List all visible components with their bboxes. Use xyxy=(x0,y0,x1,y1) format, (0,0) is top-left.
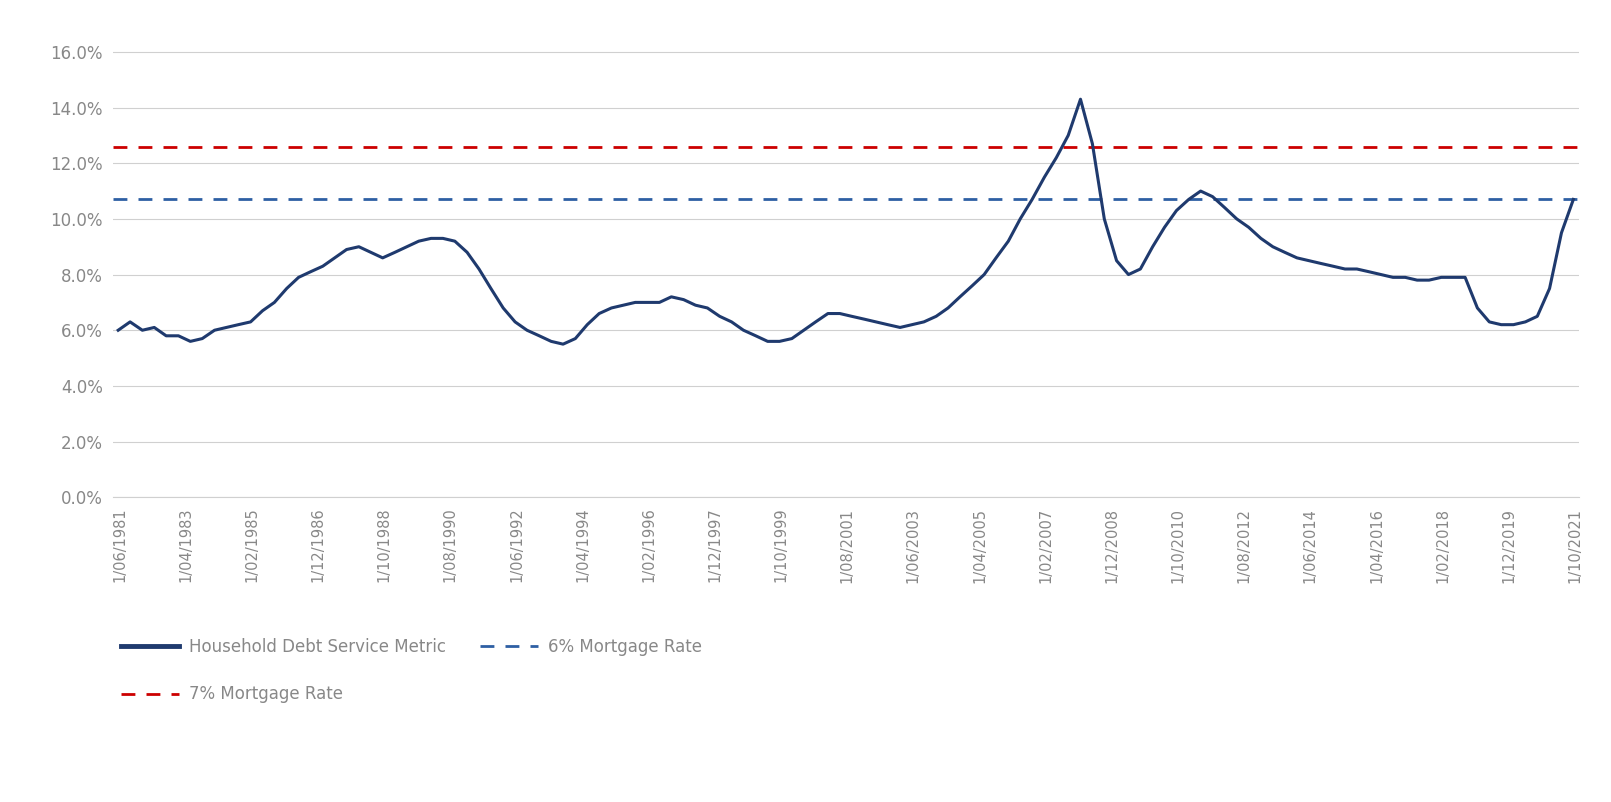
Legend: 7% Mortgage Rate: 7% Mortgage Rate xyxy=(121,686,343,703)
